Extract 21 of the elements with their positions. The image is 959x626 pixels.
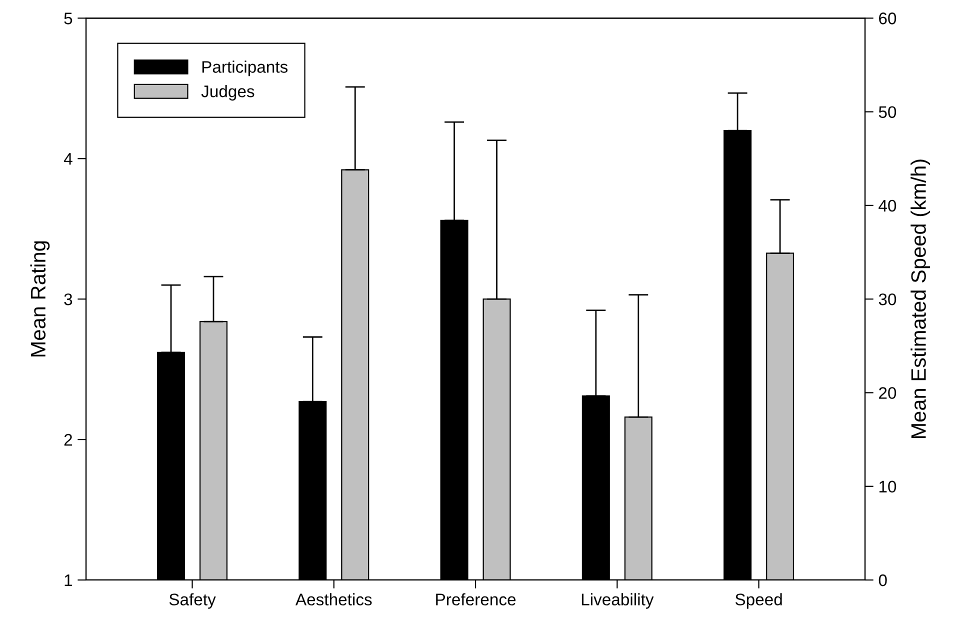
legend-label: Participants	[202, 60, 288, 76]
y2-tick-label: 0	[878, 574, 887, 586]
y-tick-label: 4	[64, 153, 72, 165]
legend-label: Judges	[201, 85, 254, 101]
y-tick-label: 1	[64, 574, 72, 586]
x-tick-label: Safety	[169, 593, 216, 609]
y2-tick-label: 40	[878, 200, 896, 212]
y-tick-label: 3	[64, 293, 72, 306]
x-tick-label: Preference	[436, 593, 516, 606]
x-tick-label: Aesthetics	[295, 593, 372, 606]
y2-tick-label: 20	[879, 387, 896, 399]
y2-tick-label: 10	[879, 480, 896, 493]
y2-tick-label: 50	[878, 106, 896, 118]
y-tick-label: 5	[64, 12, 72, 24]
y-tick-label: 2	[64, 434, 72, 446]
x-tick-label: Speed	[735, 593, 782, 609]
x-tick-label: Liveability	[582, 593, 654, 609]
y-axis-title: Mean Rating	[30, 241, 50, 356]
y2-tick-label: 60	[879, 12, 896, 24]
y2-tick-label: 30	[878, 293, 896, 306]
y2-axis-title: Mean Estimated Speed (km/h)	[910, 160, 930, 438]
